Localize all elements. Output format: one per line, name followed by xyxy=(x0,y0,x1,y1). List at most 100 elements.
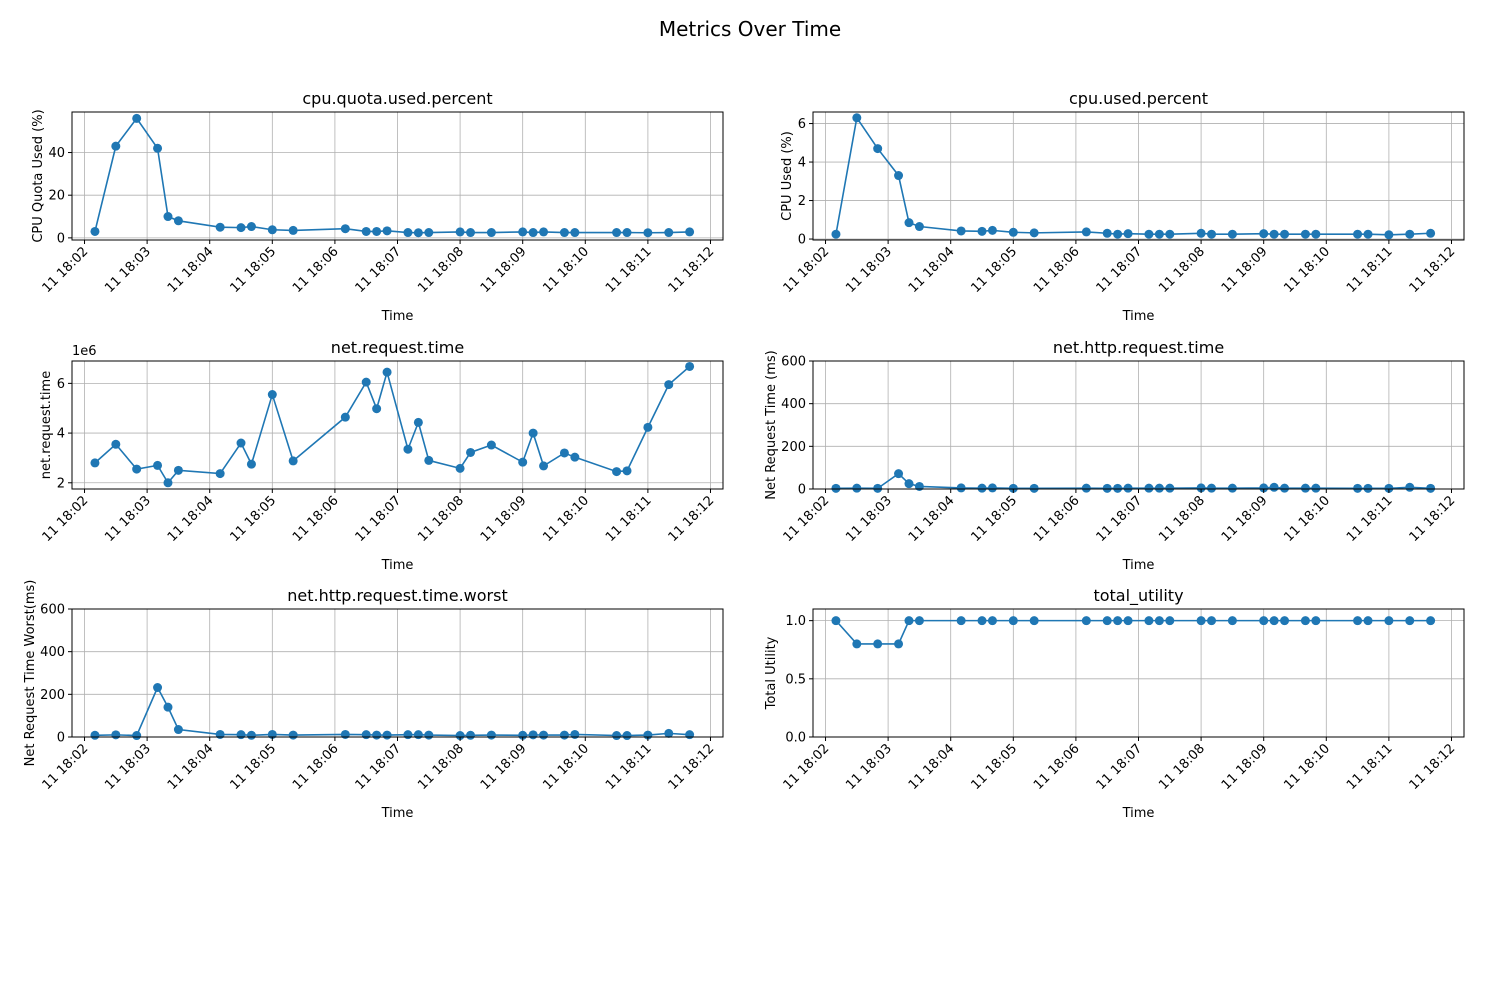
data-point xyxy=(1008,227,1018,237)
data-point xyxy=(873,639,883,649)
y-tick-label: 0.0 xyxy=(785,731,806,746)
data-point xyxy=(90,458,100,468)
data-point xyxy=(539,461,549,471)
data-point xyxy=(1123,229,1133,239)
data-point xyxy=(111,439,121,449)
x-axis-label: Time xyxy=(381,806,414,821)
data-point xyxy=(1405,229,1415,239)
data-point xyxy=(455,463,465,473)
data-point xyxy=(1363,229,1373,239)
y-tick-label: 600 xyxy=(40,603,65,618)
y-tick-label: 40 xyxy=(48,146,65,161)
y-tick-label: 4 xyxy=(798,156,806,171)
y-offset-label: 1e6 xyxy=(72,344,97,359)
data-point xyxy=(1259,483,1269,493)
data-point xyxy=(1081,483,1091,493)
data-point xyxy=(1300,229,1310,239)
data-point xyxy=(1363,483,1373,493)
data-point xyxy=(132,731,142,741)
data-point xyxy=(1384,230,1394,240)
data-point xyxy=(236,438,246,448)
subplot-title: cpu.quota.used.percent xyxy=(302,89,492,108)
data-point xyxy=(1029,483,1039,493)
data-point xyxy=(685,361,695,371)
data-point xyxy=(831,229,841,239)
data-point xyxy=(1207,483,1217,493)
data-point xyxy=(1311,616,1321,626)
data-point xyxy=(90,226,100,236)
data-point xyxy=(1154,616,1164,626)
y-axis-label: Net Request Time (ms) xyxy=(764,350,779,499)
data-point xyxy=(403,444,413,454)
data-point xyxy=(1269,482,1279,492)
data-point xyxy=(466,447,476,457)
data-point xyxy=(1123,616,1133,626)
data-point xyxy=(1144,483,1154,493)
data-point xyxy=(643,228,653,238)
data-point xyxy=(90,730,100,740)
data-point xyxy=(873,144,883,154)
data-point xyxy=(987,225,997,235)
data-point xyxy=(1113,229,1123,239)
data-point xyxy=(1102,616,1112,626)
data-point xyxy=(559,730,569,740)
data-point xyxy=(372,404,382,414)
data-point xyxy=(288,730,298,740)
data-point xyxy=(904,616,914,626)
data-point xyxy=(956,616,966,626)
data-point xyxy=(486,228,496,238)
data-point xyxy=(1123,483,1133,493)
y-tick-label: 0 xyxy=(798,483,806,498)
data-point xyxy=(956,226,966,236)
subplot-title: total_utility xyxy=(1093,586,1183,606)
data-point xyxy=(1269,616,1279,626)
data-point xyxy=(403,228,413,238)
y-axis-label: CPU Quota Used (%) xyxy=(31,109,46,242)
data-point xyxy=(1081,616,1091,626)
data-point xyxy=(664,728,674,738)
data-point xyxy=(455,227,465,237)
data-point xyxy=(1405,482,1415,492)
data-point xyxy=(904,479,914,489)
data-point xyxy=(873,483,883,493)
data-point xyxy=(163,212,173,222)
data-point xyxy=(163,702,173,712)
data-point xyxy=(424,730,434,740)
y-tick-label: 400 xyxy=(781,397,806,412)
data-point xyxy=(1144,616,1154,626)
data-point xyxy=(236,223,246,233)
data-point xyxy=(1259,616,1269,626)
data-point xyxy=(612,731,622,741)
data-point xyxy=(1196,228,1206,238)
data-point xyxy=(1353,229,1363,239)
data-point xyxy=(382,730,392,740)
y-tick-label: 0 xyxy=(798,233,806,248)
data-point xyxy=(215,469,225,479)
data-point xyxy=(1405,616,1415,626)
data-point xyxy=(1280,616,1290,626)
data-point xyxy=(267,390,277,400)
x-axis-label: Time xyxy=(1122,309,1155,324)
data-point xyxy=(1008,616,1018,626)
data-point xyxy=(382,226,392,236)
data-point xyxy=(831,483,841,493)
data-point xyxy=(894,469,904,479)
y-axis-label: Net Request Time Worst(ms) xyxy=(23,580,38,767)
data-point xyxy=(987,483,997,493)
data-point xyxy=(153,143,163,153)
y-tick-label: 200 xyxy=(40,688,65,703)
x-axis-label: Time xyxy=(1122,806,1155,821)
data-point xyxy=(1280,229,1290,239)
data-point xyxy=(1102,228,1112,238)
data-point xyxy=(643,422,653,432)
data-point xyxy=(528,428,538,438)
data-point xyxy=(288,456,298,466)
data-point xyxy=(622,228,632,238)
data-point xyxy=(852,483,862,493)
data-point xyxy=(956,483,966,493)
data-point xyxy=(831,616,841,626)
y-tick-label: 0 xyxy=(57,731,65,746)
data-point xyxy=(163,478,173,488)
